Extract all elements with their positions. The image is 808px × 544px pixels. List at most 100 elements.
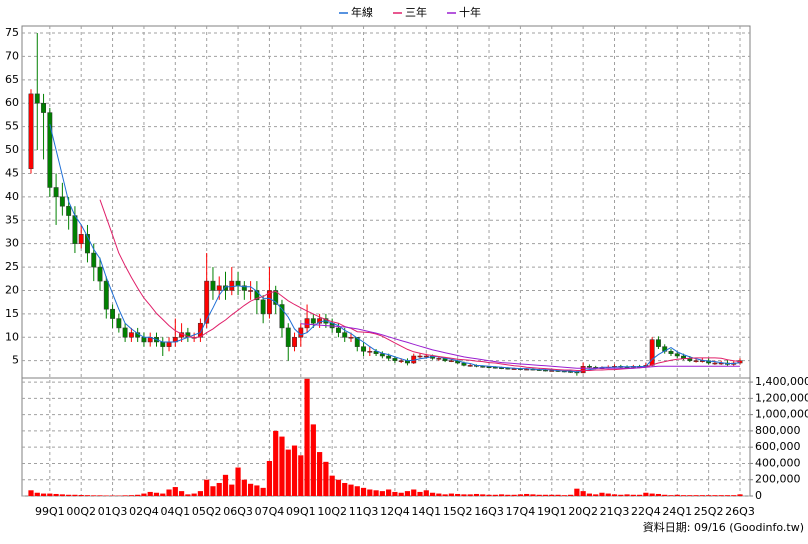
candle-body xyxy=(299,328,303,337)
volume-bar xyxy=(568,495,573,496)
candle-body xyxy=(481,366,485,367)
candle-body xyxy=(110,309,114,318)
footer: 資料日期: 09/16 (Goodinfo.tw) xyxy=(643,520,804,534)
volume-bar xyxy=(292,446,297,496)
volume-bar xyxy=(700,495,705,496)
volume-bar xyxy=(85,495,90,496)
volume-bar xyxy=(311,424,316,496)
y-tick-label: 35 xyxy=(5,213,19,226)
x-tick-label: 07Q4 xyxy=(255,505,285,518)
volume-bar xyxy=(405,491,410,496)
volume-bar xyxy=(185,494,190,496)
x-tick-label: 15Q2 xyxy=(443,505,473,518)
x-tick-label: 17Q4 xyxy=(506,505,536,518)
volume-bar xyxy=(330,476,335,496)
volume-bar xyxy=(411,489,416,496)
y-tick-label: 50 xyxy=(5,143,19,156)
volume-bar xyxy=(581,491,586,496)
volume-bar xyxy=(574,489,579,496)
candle-body xyxy=(104,281,108,309)
volume-bar xyxy=(693,495,698,496)
y-tick-label: 65 xyxy=(5,73,19,86)
volume-bar xyxy=(474,494,479,496)
candle-body xyxy=(656,340,660,347)
volume-bar xyxy=(217,483,222,496)
volume-bar xyxy=(719,495,724,496)
candle-body xyxy=(73,216,77,244)
volume-bar xyxy=(499,494,504,496)
volume-bar xyxy=(367,489,372,496)
plot-frame xyxy=(22,26,750,496)
candle-body xyxy=(29,94,33,169)
volume-bar xyxy=(392,492,397,496)
candle-body xyxy=(48,113,52,188)
volume-bar xyxy=(468,494,473,496)
candle-body xyxy=(60,197,64,206)
volume-bar xyxy=(123,495,128,496)
volume-bar xyxy=(681,495,686,496)
candle-body xyxy=(386,356,390,358)
candle-body xyxy=(694,361,698,362)
volume-bar xyxy=(223,475,228,496)
volume-bar xyxy=(455,494,460,496)
volume-bar xyxy=(518,494,523,496)
candle-body xyxy=(92,253,96,267)
y-tick-label: 45 xyxy=(5,166,19,179)
candle-body xyxy=(54,187,58,196)
x-tick-label: 21Q3 xyxy=(600,505,630,518)
volume-bar xyxy=(417,492,422,496)
volume-bar xyxy=(79,495,84,496)
volume-bar xyxy=(587,494,592,496)
y-tick-label: 30 xyxy=(5,237,19,250)
y-tick-label: 0 xyxy=(755,489,762,502)
volume-bar xyxy=(631,495,636,496)
volume-bar xyxy=(386,489,391,496)
volume-bar xyxy=(35,493,40,496)
volume-bar xyxy=(160,494,165,496)
volume-bar xyxy=(317,452,322,496)
y-tick-label: 25 xyxy=(5,260,19,273)
x-tick-label: 99Q1 xyxy=(35,505,65,518)
volume-bar xyxy=(486,495,491,496)
y-tick-label: 200,000 xyxy=(755,473,801,486)
candle-body xyxy=(336,328,340,333)
candle-body xyxy=(581,366,585,373)
volume-bar xyxy=(512,495,517,496)
legend-label: 十年 xyxy=(459,5,481,19)
volume-bar xyxy=(656,494,661,496)
y-tick-label: 20 xyxy=(5,283,19,296)
volume-bar xyxy=(286,450,291,496)
volume-bar xyxy=(204,480,209,496)
candle-body xyxy=(587,366,591,367)
y-tick-label: 400,000 xyxy=(755,456,801,469)
x-tick-label: 01Q3 xyxy=(98,505,128,518)
volume-bar xyxy=(537,495,542,496)
volume-bar xyxy=(242,480,247,496)
volume-bar xyxy=(624,494,629,496)
volume-bar xyxy=(612,494,617,496)
x-tick-label: 26Q3 xyxy=(725,505,755,518)
volume-bar xyxy=(60,494,65,496)
volume-bar xyxy=(430,493,435,496)
y-tick-label: 40 xyxy=(5,190,19,203)
candle-body xyxy=(129,333,133,338)
candle-body xyxy=(524,369,528,370)
candle-body xyxy=(261,300,265,314)
volume-bar xyxy=(192,494,197,496)
volume-bar xyxy=(380,491,385,496)
volume-bar xyxy=(480,494,485,496)
x-tick-label: 24Q1 xyxy=(662,505,692,518)
volume-bar xyxy=(279,437,284,496)
x-tick-label: 05Q2 xyxy=(192,505,222,518)
volume-bar xyxy=(129,495,134,496)
candle-body xyxy=(550,371,554,372)
candle-body xyxy=(675,354,679,356)
volume-bar xyxy=(599,493,604,496)
volume-bar xyxy=(229,485,234,496)
legend-label: 年線 xyxy=(351,5,373,19)
volume-bar xyxy=(668,495,673,496)
volume-bar xyxy=(549,495,554,496)
volume-bar xyxy=(593,494,598,496)
volume-bar xyxy=(47,494,52,496)
